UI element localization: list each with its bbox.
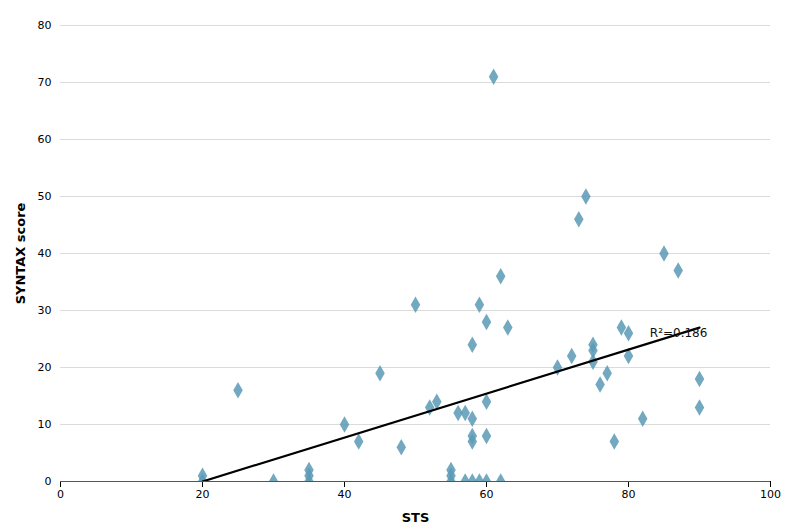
- svg-text:100: 100: [760, 488, 781, 501]
- svg-text:20: 20: [38, 361, 52, 374]
- svg-text:80: 80: [622, 488, 636, 501]
- svg-text:40: 40: [38, 247, 52, 260]
- svg-text:0: 0: [57, 488, 64, 501]
- svg-text:SYNTAX score: SYNTAX score: [13, 202, 28, 304]
- svg-text:STS: STS: [402, 510, 430, 525]
- svg-text:50: 50: [38, 190, 52, 203]
- svg-text:30: 30: [38, 304, 52, 317]
- svg-text:60: 60: [38, 133, 52, 146]
- svg-text:R²=0.186: R²=0.186: [650, 326, 708, 340]
- svg-text:20: 20: [196, 488, 210, 501]
- svg-text:40: 40: [338, 488, 352, 501]
- svg-text:80: 80: [38, 19, 52, 32]
- svg-text:70: 70: [38, 76, 52, 89]
- svg-text:0: 0: [45, 475, 52, 488]
- svg-text:10: 10: [38, 418, 52, 431]
- svg-text:60: 60: [480, 488, 494, 501]
